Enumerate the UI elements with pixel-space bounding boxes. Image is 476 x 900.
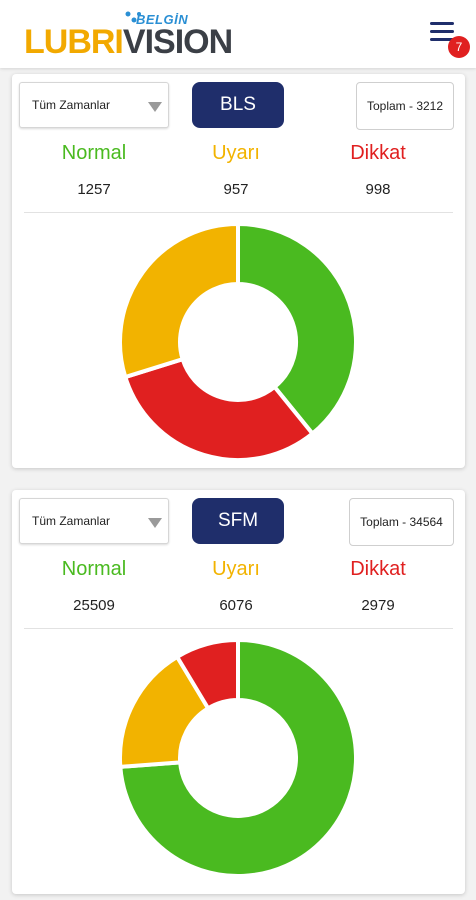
- time-range-select[interactable]: Tüm Zamanlar: [19, 498, 169, 544]
- donut-slice-dikkat[interactable]: [174, 637, 240, 712]
- device-card-bls: Tüm Zamanlar BLS Toplam - 3212 Normal Uy…: [12, 74, 465, 468]
- chevron-down-icon: [148, 102, 162, 112]
- status-value-dikkat: 998: [365, 181, 391, 198]
- status-label-uyari: Uyarı: [212, 142, 260, 164]
- notification-badge[interactable]: 7: [448, 36, 470, 58]
- status-value-dikkat: 2979: [361, 597, 395, 614]
- donut-chart-sfm: [118, 637, 358, 878]
- status-value-uyari: 957: [223, 181, 249, 198]
- status-value-normal: 1257: [77, 181, 111, 198]
- status-value-normal: 25509: [73, 597, 115, 614]
- donut-chart-bls: [118, 221, 358, 462]
- chevron-down-icon: [148, 518, 162, 528]
- donut-slice-normal[interactable]: [118, 637, 358, 878]
- donut-slice-dikkat[interactable]: [122, 356, 316, 462]
- logo-subtitle: BELGİN: [136, 12, 189, 27]
- status-label-dikkat: Dikkat: [350, 142, 406, 164]
- status-label-normal: Normal: [61, 142, 127, 164]
- status-label-dikkat: Dikkat: [350, 558, 406, 580]
- device-button[interactable]: BLS: [192, 82, 284, 128]
- donut-slice-normal[interactable]: [236, 221, 358, 437]
- hamburger-menu-icon[interactable]: [428, 20, 458, 46]
- logo-dots-icon: [125, 11, 141, 23]
- time-range-selected: Tüm Zamanlar: [32, 514, 111, 528]
- time-range-select[interactable]: Tüm Zamanlar: [19, 82, 169, 128]
- lubrivision-logo: BELGİN LUBRIVISION: [24, 6, 233, 62]
- total-count-box: Toplam - 34564: [349, 498, 454, 546]
- total-count-box: Toplam - 3212: [356, 82, 454, 130]
- logo-word-vision: VISION: [122, 23, 233, 61]
- device-card-sfm: Tüm Zamanlar SFM Toplam - 34564 Normal U…: [12, 490, 465, 894]
- status-value-uyari: 6076: [219, 597, 253, 614]
- app-header: BELGİN LUBRIVISION 7: [0, 0, 476, 68]
- divider: [24, 628, 453, 629]
- status-label-uyari: Uyarı: [212, 558, 260, 580]
- device-button[interactable]: SFM: [192, 498, 284, 544]
- logo-wordmark: LUBRIVISION: [24, 23, 233, 61]
- time-range-selected: Tüm Zamanlar: [32, 98, 111, 112]
- status-label-normal: Normal: [61, 558, 127, 580]
- donut-slice-uyari[interactable]: [118, 221, 240, 380]
- divider: [24, 212, 453, 213]
- logo-word-lubri: LUBRI: [24, 23, 124, 61]
